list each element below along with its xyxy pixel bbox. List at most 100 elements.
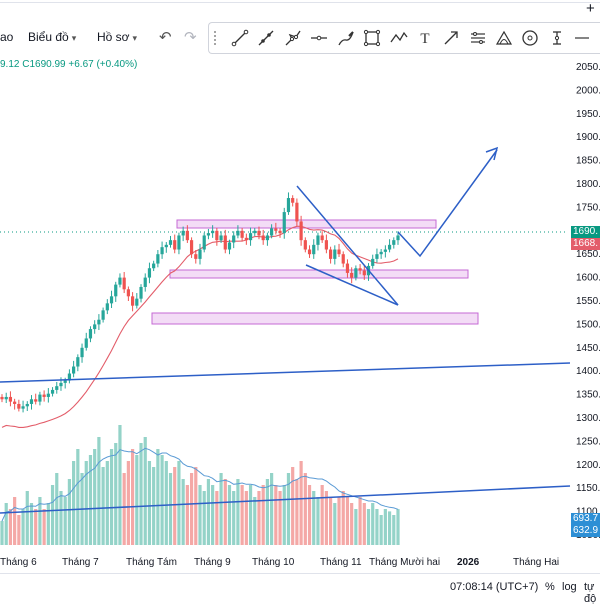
- volume-bar: [341, 491, 345, 545]
- percent-toggle[interactable]: %: [545, 581, 555, 593]
- price-tick-label: 1600.00: [576, 273, 600, 284]
- volume-bar: [4, 503, 8, 545]
- volume-bar: [84, 461, 88, 545]
- pitchfork-icon[interactable]: [282, 27, 304, 49]
- long-position-icon[interactable]: [467, 27, 489, 49]
- candle: [42, 390, 46, 402]
- volume-bar: [303, 473, 307, 545]
- ellipse-icon[interactable]: [519, 27, 541, 49]
- path-icon[interactable]: [388, 27, 410, 49]
- add-icon[interactable]: +: [586, 0, 595, 17]
- volume-bar: [101, 467, 105, 545]
- candle: [160, 241, 164, 259]
- time-axis[interactable]: Tháng 6 Tháng 7 Tháng Tám Tháng 9 Tháng 10 Th…: [0, 557, 559, 568]
- candle: [206, 228, 211, 240]
- candle: [50, 387, 55, 397]
- candle: [392, 237, 396, 249]
- volume-bar: [253, 497, 257, 545]
- candle: [25, 401, 29, 411]
- volume-bar: [156, 449, 160, 545]
- price-tick-label: 1200.00: [576, 460, 600, 471]
- candle: [379, 249, 383, 259]
- volume-bar: [223, 479, 227, 545]
- volume-bar: [244, 491, 248, 545]
- candle: [253, 227, 257, 236]
- candle: [219, 231, 223, 243]
- volume-bar: [130, 449, 135, 545]
- volume-bar: [72, 461, 76, 545]
- volume-bar: [177, 461, 181, 545]
- wedge-upper-line[interactable]: [296, 185, 399, 306]
- candle: [8, 391, 13, 407]
- volume-bar: [396, 509, 400, 545]
- arrow-icon[interactable]: [440, 27, 462, 49]
- undo-icon[interactable]: ↶: [159, 29, 172, 46]
- ray-icon[interactable]: [255, 27, 277, 49]
- candle: [126, 286, 130, 301]
- curve-icon[interactable]: [493, 27, 515, 49]
- volume-bar: [328, 497, 333, 545]
- log-toggle[interactable]: log: [562, 581, 577, 593]
- trendline-volume[interactable]: [0, 485, 571, 514]
- redo-icon[interactable]: ↷: [184, 29, 197, 46]
- template-menu[interactable]: Hồ sơ ▾: [97, 30, 137, 44]
- auto-toggle[interactable]: tự độ: [584, 581, 597, 605]
- candle: [265, 232, 270, 246]
- candle: [67, 369, 72, 384]
- price-tick-label: 1400.00: [576, 366, 600, 377]
- price-tick-label: 1150.00: [576, 483, 600, 494]
- volume-bar: [202, 491, 206, 545]
- volume-bar: [59, 491, 63, 545]
- candle: [114, 281, 118, 302]
- volume-bar: [206, 479, 211, 545]
- lower-support-zone[interactable]: [151, 312, 479, 325]
- clock-time[interactable]: 07:08:14 (UTC+7): [450, 581, 539, 593]
- horizontal-line-icon[interactable]: [308, 27, 330, 49]
- volume-tag: 693.7: [571, 513, 600, 525]
- candle: [118, 273, 122, 288]
- volume-bar: [215, 491, 219, 545]
- drag-handle-icon[interactable]: [213, 30, 217, 46]
- candle: [105, 299, 109, 315]
- price-chart[interactable]: 2050.00 2000.00 1950.00 1900.00 1850.00 1800.…: [0, 52, 600, 573]
- volume-bar: [168, 473, 173, 545]
- more-tools-icon[interactable]: [571, 27, 593, 49]
- candle: [295, 198, 299, 227]
- candle: [72, 360, 76, 378]
- volume-bar: [219, 473, 223, 545]
- candle: [76, 354, 80, 372]
- price-tick-label: 1650.00: [576, 249, 600, 260]
- volume-bar: [126, 461, 130, 545]
- chevron-down-icon: ▾: [71, 33, 77, 43]
- volume-bar: [88, 455, 93, 545]
- status-bar: 07:08:14 (UTC+7) % log tự độ: [0, 573, 600, 605]
- menu-partial[interactable]: ao: [0, 30, 14, 44]
- price-tick-label: 1500.00: [576, 319, 600, 330]
- resistance-zone[interactable]: [176, 219, 437, 229]
- brush-icon[interactable]: [335, 27, 357, 49]
- volume-bar: [17, 515, 21, 545]
- text-icon[interactable]: T: [414, 27, 436, 49]
- price-tick-label: 1450.00: [576, 343, 600, 354]
- top-divider: [0, 2, 600, 3]
- top-toolbar: ao Biểu đồ ▾ Hồ sơ ▾ ↶ ↷ T +: [0, 0, 600, 54]
- projection-path[interactable]: [397, 149, 498, 258]
- candle: [345, 259, 350, 278]
- candle: [354, 265, 358, 281]
- trendline-upper-long[interactable]: [0, 362, 571, 383]
- volume-bar: [295, 479, 299, 545]
- chart-type-menu[interactable]: Biểu đồ ▾: [28, 30, 76, 44]
- price-tick-label: 1750.00: [576, 202, 600, 213]
- volume-bar: [160, 455, 164, 545]
- trend-line-icon[interactable]: [229, 27, 251, 49]
- chevron-down-icon: ▾: [132, 33, 138, 43]
- wedge-lower-line[interactable]: [305, 264, 399, 306]
- date-range-icon[interactable]: [546, 27, 568, 49]
- ohlc-legend: 9.12 C1690.99 +6.67 (+0.40%): [0, 59, 138, 70]
- rectangle-icon[interactable]: [361, 27, 383, 49]
- volume-bar: [109, 449, 114, 545]
- price-axis[interactable]: 2050.00 2000.00 1950.00 1900.00 1850.00 1800.…: [576, 62, 600, 541]
- volume-bar: [307, 485, 312, 545]
- volume-bar: [366, 509, 371, 545]
- candle: [248, 227, 253, 246]
